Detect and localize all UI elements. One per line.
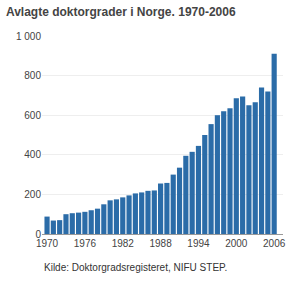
svg-text:Avlagte doktorgrader i Norge.: Avlagte doktorgrader i Norge. 1970-2006 bbox=[6, 5, 236, 19]
svg-text:600: 600 bbox=[24, 110, 41, 121]
svg-text:1982: 1982 bbox=[112, 238, 135, 249]
svg-text:800: 800 bbox=[24, 70, 41, 81]
svg-text:1 000: 1 000 bbox=[16, 31, 41, 42]
svg-text:1994: 1994 bbox=[187, 238, 210, 249]
svg-text:1976: 1976 bbox=[74, 238, 97, 249]
svg-text:400: 400 bbox=[24, 149, 41, 160]
svg-text:1970: 1970 bbox=[36, 238, 59, 249]
svg-text:200: 200 bbox=[24, 189, 41, 200]
svg-text:1988: 1988 bbox=[149, 238, 172, 249]
svg-text:2006: 2006 bbox=[263, 238, 286, 249]
svg-text:0: 0 bbox=[35, 229, 41, 240]
svg-text:Kilde: Doktorgradsregisteret,: Kilde: Doktorgradsregisteret, NIFU STEP. bbox=[44, 262, 227, 273]
svg-text:2000: 2000 bbox=[225, 238, 248, 249]
